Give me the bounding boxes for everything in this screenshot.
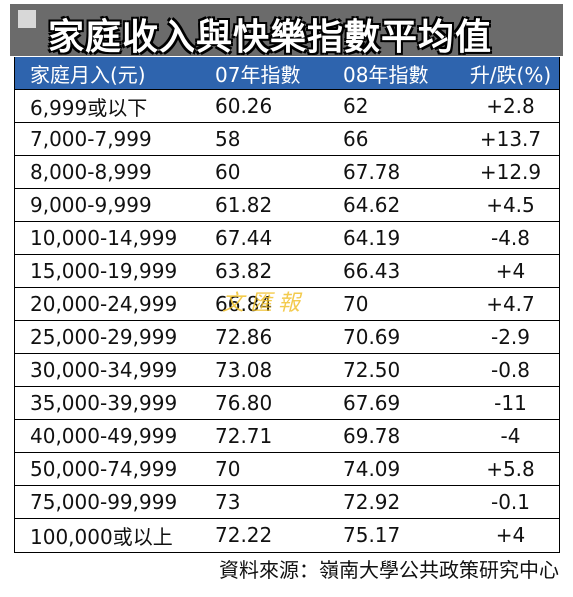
table-row: 10,000-14,999 67.44 64.19 -4.8 <box>14 221 560 255</box>
table-row: 75,000-99,999 73 72.92 -0.1 <box>14 485 560 519</box>
table-cell: +2.8 <box>461 89 560 123</box>
column-header: 07年指數 <box>215 57 343 90</box>
table-cell: -0.1 <box>461 485 560 519</box>
table-cell: 60.26 <box>215 89 343 123</box>
table-cell: +13.7 <box>461 122 560 156</box>
table-cell: 58 <box>215 122 343 156</box>
table-cell: 20,000-24,999 <box>14 287 215 321</box>
table-cell: 70 <box>215 452 343 486</box>
table-cell: 72.71 <box>215 419 343 453</box>
table-cell: 6,999或以下 <box>14 89 215 123</box>
table-cell: 64.62 <box>343 188 461 222</box>
table-cell: -2.9 <box>461 320 560 354</box>
column-header: 家庭月入(元) <box>14 57 215 90</box>
column-header: 08年指數 <box>343 57 461 90</box>
table-row: 15,000-19,999 63.82 66.43 +4 <box>14 254 560 288</box>
table-cell: 64.19 <box>343 221 461 255</box>
table-row: 7,000-7,999 58 66 +13.7 <box>14 122 560 156</box>
table-body: 6,999或以下 60.26 62 +2.8 7,000-7,999 58 66 +13.7 8… <box>14 89 560 551</box>
table-cell: 66 <box>343 122 461 156</box>
table-cell: 74.09 <box>343 452 461 486</box>
table-cell: +4.5 <box>461 188 560 222</box>
table-cell: 67.44 <box>215 221 343 255</box>
table-cell: 66.43 <box>343 254 461 288</box>
table-row: 6,999或以下 60.26 62 +2.8 <box>14 89 560 123</box>
table-cell: 40,000-49,999 <box>14 419 215 453</box>
watermark: 文匯報 <box>222 291 307 316</box>
table-cell: 72.92 <box>343 485 461 519</box>
table-row: 25,000-29,999 72.86 70.69 -2.9 <box>14 320 560 354</box>
table-cell: 15,000-19,999 <box>14 254 215 288</box>
table-row: 50,000-74,999 70 74.09 +5.8 <box>14 452 560 486</box>
table-row: 100,000或以上 72.22 75.17 +4 <box>14 518 560 551</box>
source-note: 資料來源：嶺南大學公共政策研究中心 <box>219 558 559 582</box>
table-cell: -4 <box>461 419 560 453</box>
table-cell: 62 <box>343 89 461 123</box>
column-header: 升/跌(%) <box>461 57 560 90</box>
table-cell: 72.22 <box>215 518 343 551</box>
table-cell: 100,000或以上 <box>14 518 215 551</box>
table-cell: 75,000-99,999 <box>14 485 215 519</box>
table-cell: 63.82 <box>215 254 343 288</box>
table-row: 8,000-8,999 60 67.78 +12.9 <box>14 155 560 189</box>
table-row: 35,000-39,999 76.80 67.69 -11 <box>14 386 560 420</box>
header-row: 家庭月入(元) 07年指數 08年指數 升/跌(%) <box>14 57 560 90</box>
table-cell: 67.69 <box>343 386 461 420</box>
table-cell: -0.8 <box>461 353 560 387</box>
table-cell: 25,000-29,999 <box>14 320 215 354</box>
table-cell: 9,000-9,999 <box>14 188 215 222</box>
title-bar: 家庭收入與快樂指數平均值 <box>10 4 563 58</box>
title-square <box>18 10 36 28</box>
table-cell: +4.7 <box>461 287 560 321</box>
table-cell: 30,000-34,999 <box>14 353 215 387</box>
table-row: 40,000-49,999 72.71 69.78 -4 <box>14 419 560 453</box>
table-cell: 70.69 <box>343 320 461 354</box>
table-row: 20,000-24,999 66.84 70 +4.7 <box>14 287 560 321</box>
table-cell: 8,000-8,999 <box>14 155 215 189</box>
table-cell: +12.9 <box>461 155 560 189</box>
table-cell: 10,000-14,999 <box>14 221 215 255</box>
table-cell: 76.80 <box>215 386 343 420</box>
table-cell: +4 <box>461 254 560 288</box>
table-cell: 72.86 <box>215 320 343 354</box>
title: 家庭收入與快樂指數平均值 <box>48 17 493 58</box>
table-cell: 66.84 <box>215 287 343 321</box>
table-cell: 70 <box>343 287 461 321</box>
table-cell: 73 <box>215 485 343 519</box>
table-cell: -11 <box>461 386 560 420</box>
table-cell: 50,000-74,999 <box>14 452 215 486</box>
table-cell: 7,000-7,999 <box>14 122 215 156</box>
table-cell: 35,000-39,999 <box>14 386 215 420</box>
table-cell: 69.78 <box>343 419 461 453</box>
table-row: 30,000-34,999 73.08 72.50 -0.8 <box>14 353 560 387</box>
table-cell: +4 <box>461 518 560 551</box>
table-cell: 67.78 <box>343 155 461 189</box>
table-cell: 61.82 <box>215 188 343 222</box>
table-cell: 73.08 <box>215 353 343 387</box>
table-cell: 75.17 <box>343 518 461 551</box>
table-cell: 60 <box>215 155 343 189</box>
table-cell: 72.50 <box>343 353 461 387</box>
table-cell: -4.8 <box>461 221 560 255</box>
table: 家庭月入(元) 07年指數 08年指數 升/跌(%) 6,999或以下 60.26 62 +… <box>14 57 560 551</box>
table-cell: +5.8 <box>461 452 560 486</box>
table-row: 9,000-9,999 61.82 64.62 +4.5 <box>14 188 560 222</box>
